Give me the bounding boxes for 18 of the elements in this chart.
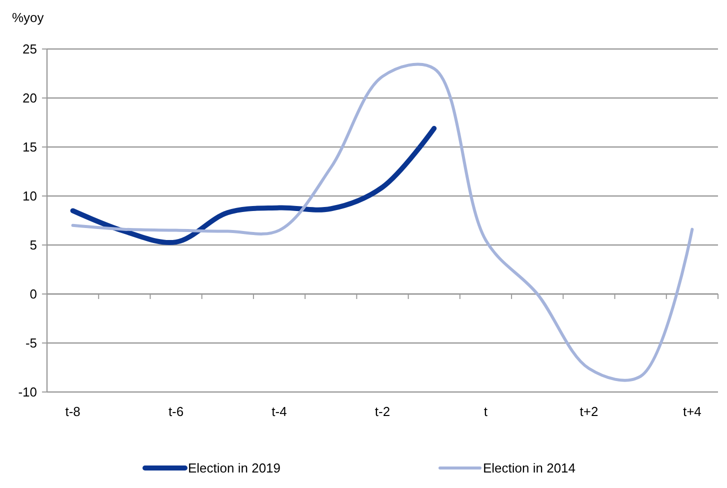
x-tick-label: t-6 [168,404,184,419]
y-tick-label: 5 [30,238,37,253]
x-tick-label: t+4 [682,404,702,419]
x-tick-label: t-4 [272,404,287,419]
y-tick-label: 25 [22,42,37,57]
y-tick-label: 15 [22,140,37,155]
y-axis-title: %yoy [12,10,44,25]
x-tick-label: t-8 [65,404,80,419]
y-tick-label: -5 [25,336,37,351]
x-tick-label: t-2 [374,404,390,419]
legend-label: Election in 2014 [483,460,576,476]
x-tick-label: t [484,404,488,419]
x-tick-label: t+2 [580,404,598,419]
y-tick-label: 10 [22,188,37,204]
legend-label: Election in 2019 [188,460,281,476]
y-tick-label: 20 [22,90,37,106]
y-tick-label: 0 [30,286,37,302]
y-tick-label: -10 [18,384,37,400]
